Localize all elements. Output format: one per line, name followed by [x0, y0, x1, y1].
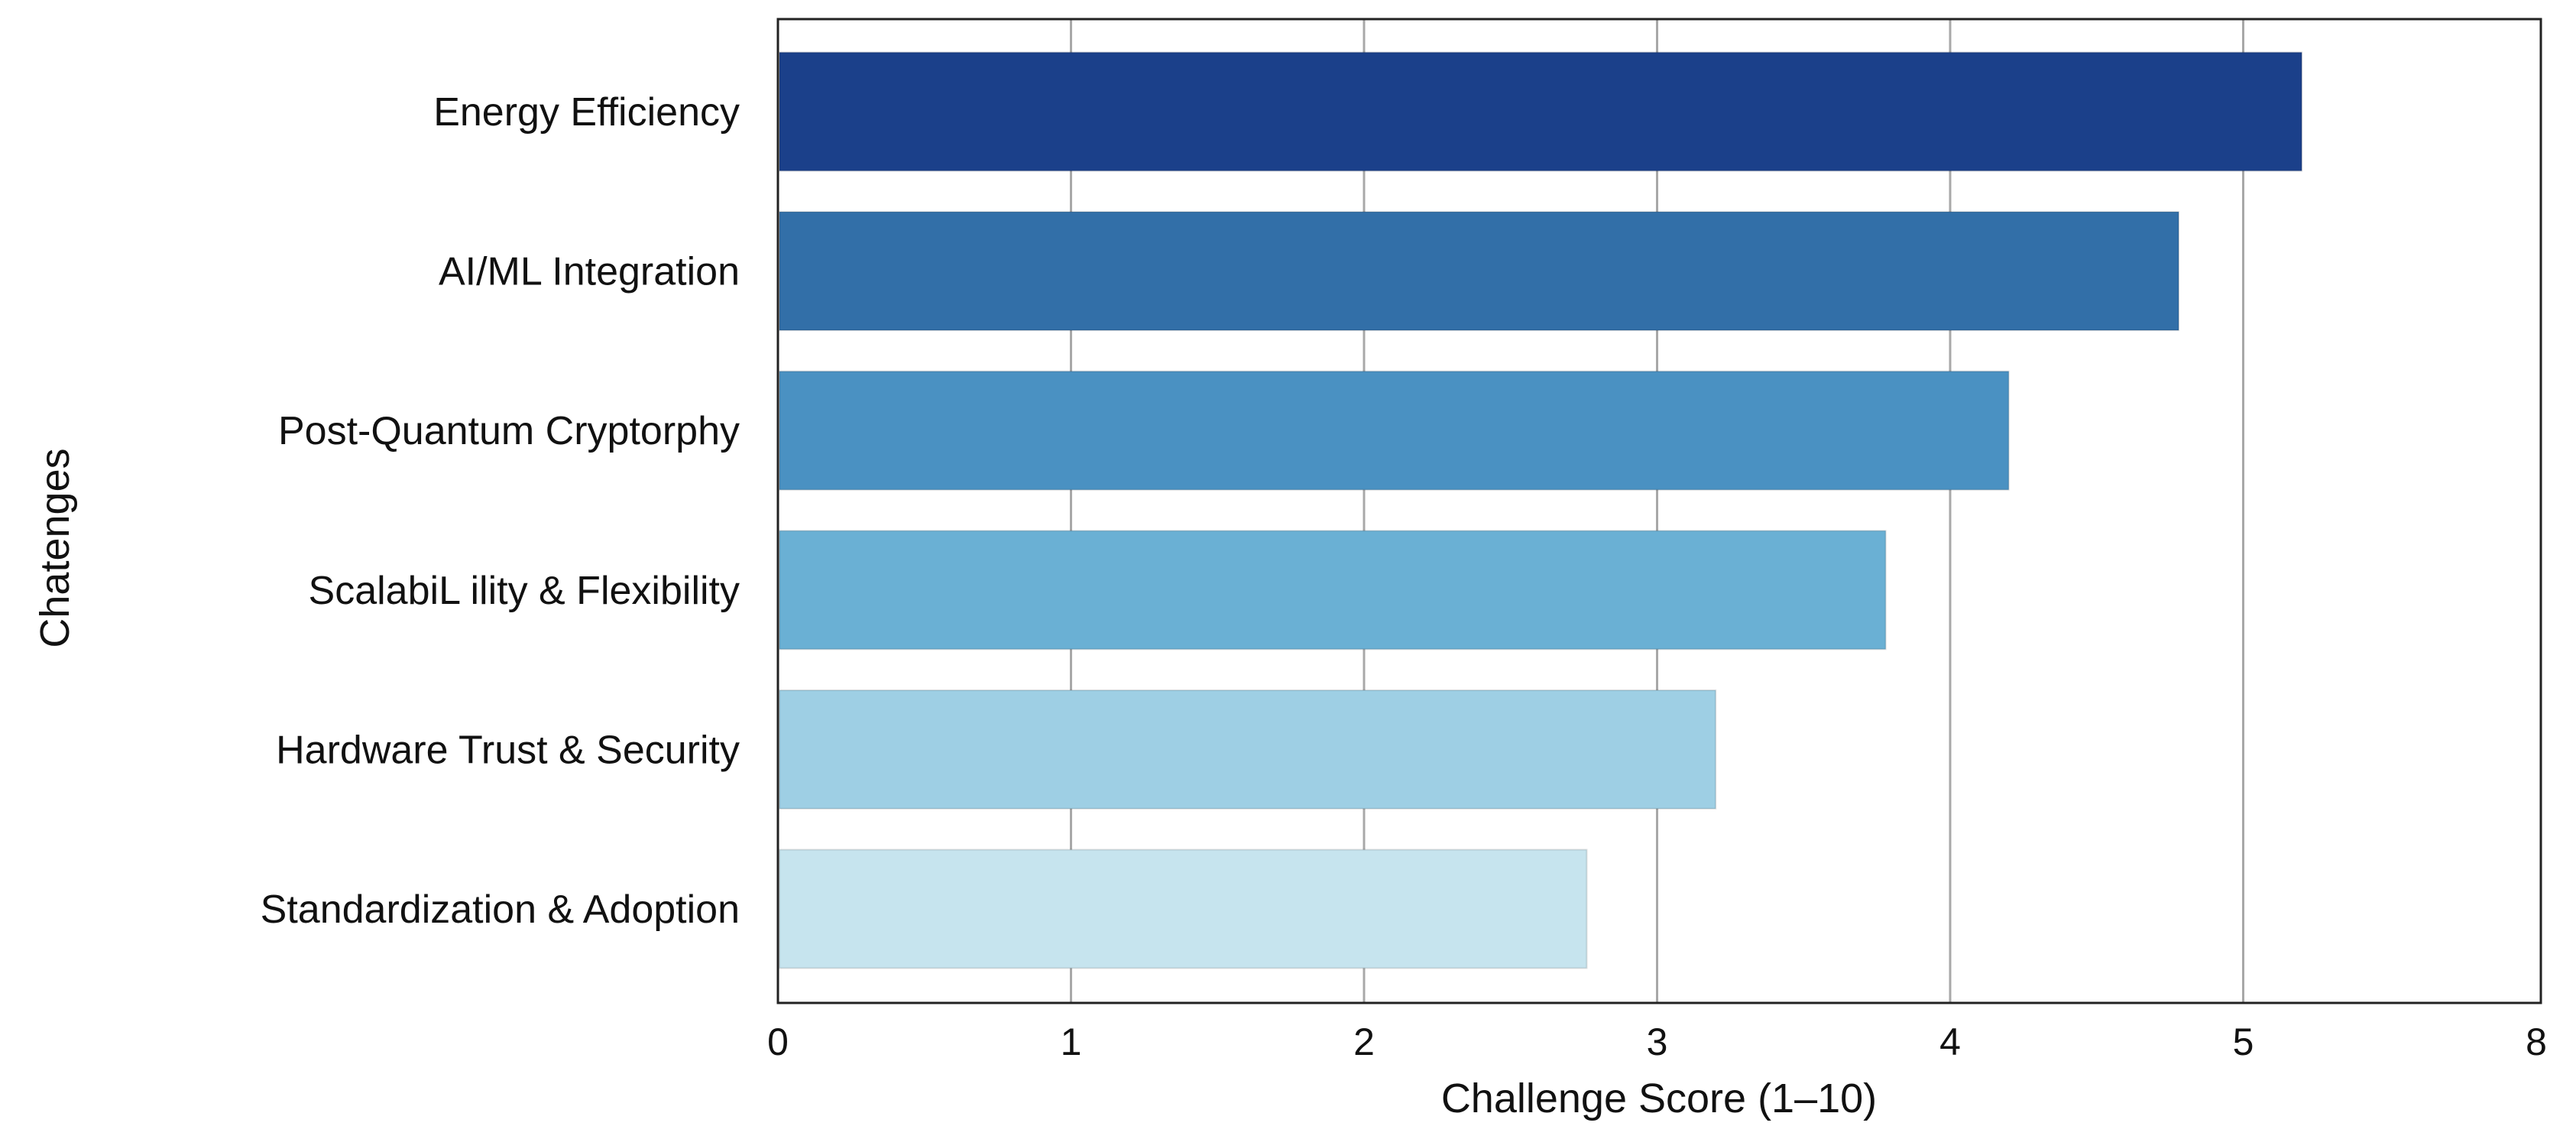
category-label: Energy Efficiency: [433, 90, 740, 135]
bar: [779, 51, 2303, 172]
bar: [779, 849, 1588, 969]
category-label: Hardware Trust & Security: [276, 728, 740, 772]
grid-lines: [1070, 19, 2244, 1003]
category-label: Post-Quantum Cryptorphy: [278, 409, 740, 453]
category-label: ScalabiL ility & Flexibility: [309, 569, 740, 613]
category-labels: Energy Efficiency AI/ML Integration Post-Q…: [261, 90, 740, 932]
x-tick-label: 4: [1939, 1021, 1961, 1063]
bar: [779, 689, 1717, 810]
bar: [779, 530, 1887, 651]
category-label: AI/ML Integration: [439, 250, 740, 294]
y-axis-title: Chatenges: [32, 448, 78, 647]
x-tick-label: 0: [767, 1021, 789, 1063]
x-tick-labels: 0 1 2 3 4 5 8: [767, 1021, 2547, 1063]
plot-frame: [776, 18, 2542, 1004]
x-axis-title: Challenge Score (1–10): [1441, 1076, 1877, 1121]
bar: [779, 370, 2010, 491]
bar: [779, 211, 2180, 332]
x-tick-label: 2: [1353, 1021, 1375, 1063]
x-tick-label: 8: [2526, 1021, 2547, 1063]
category-label: Standardization & Adoption: [261, 888, 740, 932]
bars: [779, 51, 2303, 969]
x-tick-label: 5: [2233, 1021, 2254, 1063]
x-tick-label: 3: [1647, 1021, 1668, 1063]
x-tick-label: 1: [1061, 1021, 1082, 1063]
